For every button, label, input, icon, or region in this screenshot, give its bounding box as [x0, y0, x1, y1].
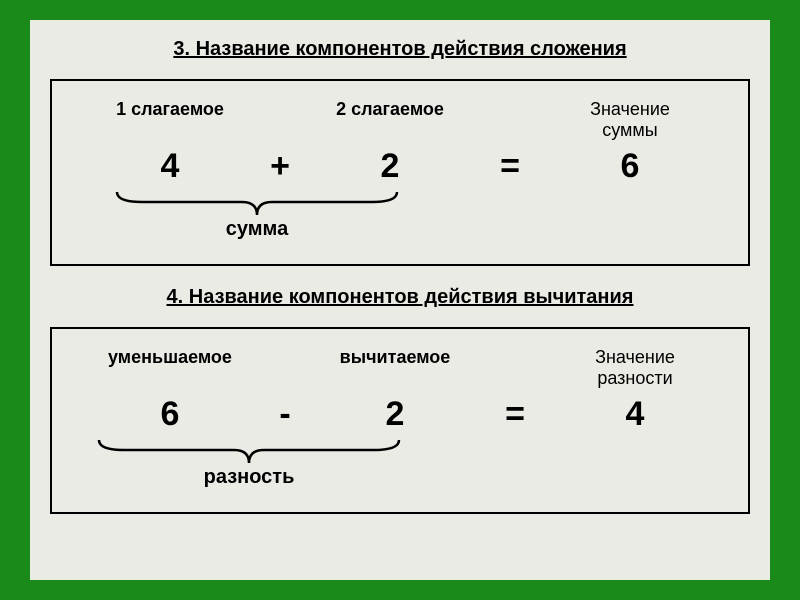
addition-spacer-eq — [460, 99, 560, 141]
addition-bracket-label: сумма — [112, 218, 402, 241]
subtraction-result-label: Значение разности — [565, 347, 705, 389]
addition-operand1: 4 — [100, 147, 240, 186]
subtraction-bracket-label: разность — [94, 466, 404, 489]
minus-icon: - — [245, 395, 325, 434]
addition-bracket-row: сумма — [72, 190, 728, 250]
subtraction-operand2: 2 — [325, 395, 465, 434]
plus-icon: + — [240, 147, 320, 186]
curly-bracket-icon — [112, 190, 402, 220]
subtraction-operand1: 6 — [95, 395, 245, 434]
addition-result-label: Значение суммы — [560, 99, 700, 141]
subtraction-spacer-op — [245, 347, 325, 389]
worksheet-paper: 3. Название компонентов действия сложени… — [30, 20, 770, 580]
equals-icon: = — [465, 395, 565, 434]
subtraction-result: 4 — [565, 395, 705, 434]
addition-labels-row: 1 слагаемое 2 слагаемое Значение суммы — [72, 99, 728, 141]
addition-box: 1 слагаемое 2 слагаемое Значение суммы 4… — [50, 79, 750, 266]
subtraction-term2-label: вычитаемое — [325, 347, 465, 389]
subtraction-equation-row: 6 - 2 = 4 — [72, 395, 728, 434]
subtraction-labels-row: уменьшаемое вычитаемое Значение разности — [72, 347, 728, 389]
addition-result: 6 — [560, 147, 700, 186]
addition-term2-label: 2 слагаемое — [320, 99, 460, 141]
subtraction-bracket-row: разность — [72, 438, 728, 498]
addition-spacer-op — [240, 99, 320, 141]
curly-bracket-icon — [94, 438, 404, 468]
subtraction-term1-label: уменьшаемое — [95, 347, 245, 389]
addition-operand2: 2 — [320, 147, 460, 186]
subtraction-box: уменьшаемое вычитаемое Значение разности… — [50, 327, 750, 514]
subtraction-spacer-eq — [465, 347, 565, 389]
addition-section-title: 3. Название компонентов действия сложени… — [50, 38, 750, 61]
addition-term1-label: 1 слагаемое — [100, 99, 240, 141]
addition-equation-row: 4 + 2 = 6 — [72, 147, 728, 186]
subtraction-section-title: 4. Название компонентов действия вычитан… — [50, 286, 750, 309]
equals-icon: = — [460, 147, 560, 186]
